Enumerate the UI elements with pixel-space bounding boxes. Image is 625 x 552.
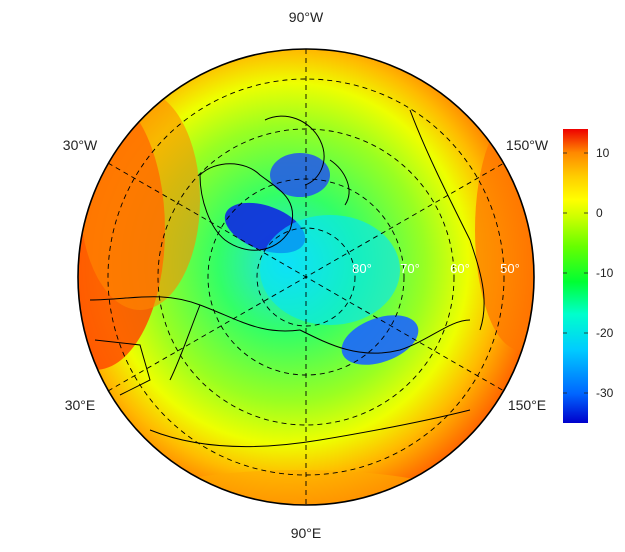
lat-label-50: 50° (500, 261, 520, 276)
lon-label-30e: 30°E (65, 397, 96, 413)
lon-label-30w: 30°W (63, 137, 98, 153)
lon-label-90e: 90°E (291, 525, 322, 541)
colorbar-ticks: 10 0 -10 -20 -30 (563, 146, 614, 400)
graticule (107, 49, 505, 505)
lat-label-70: 70° (400, 261, 420, 276)
coastlines (89, 109, 485, 448)
colorbar-tick-label: -20 (596, 326, 614, 340)
colorbar-tick-label: -10 (596, 266, 614, 280)
colorbar-tick-label: 0 (596, 206, 603, 220)
lon-label-150e: 150°E (508, 397, 546, 413)
colorbar-tick-label: 10 (596, 146, 610, 160)
map-border (77, 48, 535, 506)
colorbar-tick-label: -30 (596, 386, 614, 400)
lon-label-150w: 150°W (506, 137, 549, 153)
lat-label-60: 60° (450, 261, 470, 276)
colorbar-scale (563, 129, 588, 423)
lat-label-80: 80° (352, 261, 372, 276)
lon-label-90w: 90°W (289, 9, 324, 25)
colorbar: 10 0 -10 -20 -30 (563, 129, 614, 423)
